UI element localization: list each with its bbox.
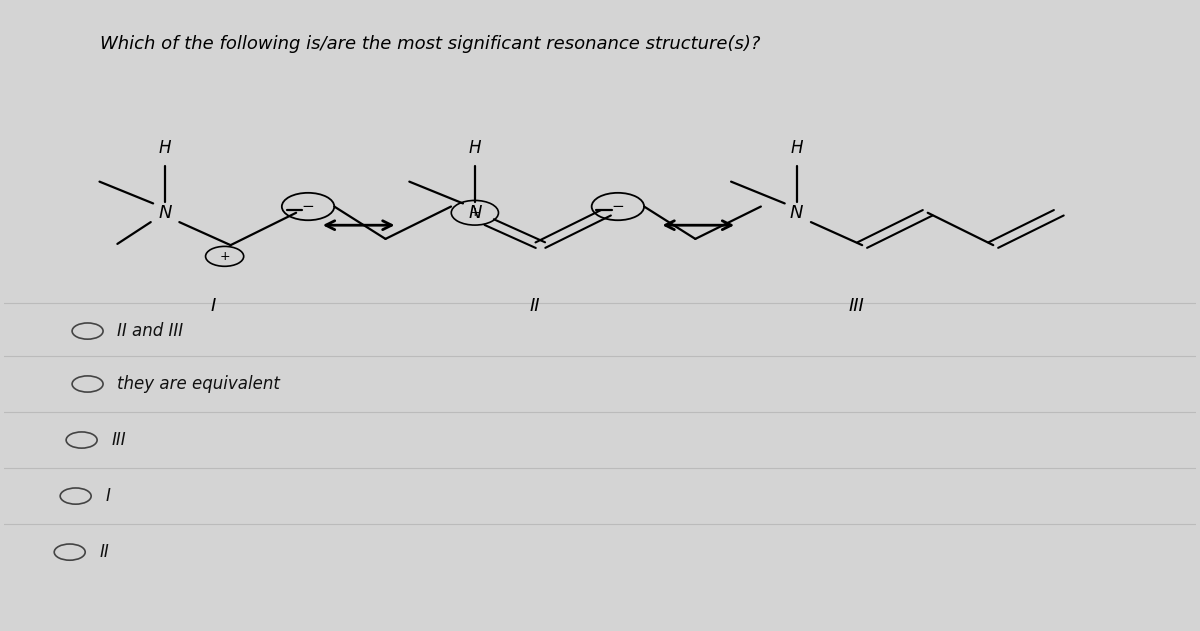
Text: H: H	[469, 139, 481, 156]
Text: Which of the following is/are the most significant resonance structure(s)?: Which of the following is/are the most s…	[100, 35, 760, 53]
Text: H: H	[158, 139, 172, 156]
Text: −: −	[612, 199, 624, 214]
Text: H: H	[791, 139, 803, 156]
Text: I: I	[106, 487, 110, 505]
Text: −: −	[301, 199, 314, 214]
Text: +: +	[469, 206, 480, 219]
Text: they are equivalent: they are equivalent	[118, 375, 281, 393]
Text: N: N	[158, 204, 172, 221]
Text: II and III: II and III	[118, 322, 184, 340]
Text: II: II	[529, 297, 540, 315]
Text: III: III	[848, 297, 864, 315]
Text: I: I	[210, 297, 215, 315]
Text: III: III	[112, 431, 126, 449]
Text: +: +	[220, 250, 230, 263]
Text: II: II	[100, 543, 109, 561]
Text: N: N	[468, 204, 481, 221]
Text: N: N	[790, 204, 803, 221]
